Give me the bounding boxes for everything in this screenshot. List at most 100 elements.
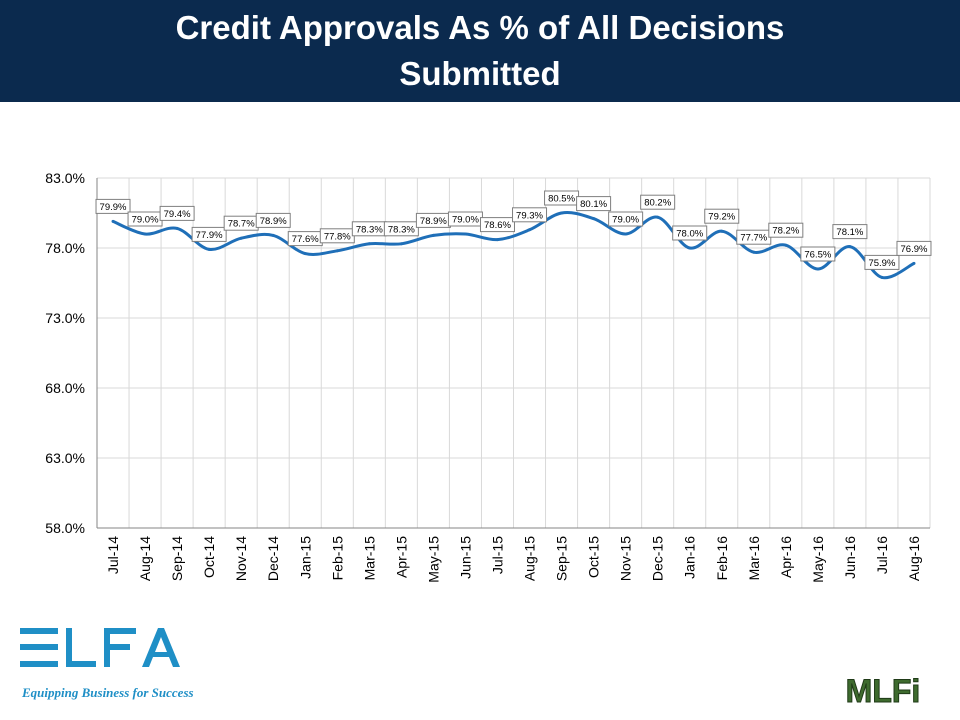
data-label: 76.5%: [804, 250, 831, 261]
x-tick-label: Feb-15: [329, 536, 345, 581]
data-label: 80.5%: [548, 194, 575, 205]
data-point: [848, 245, 852, 249]
data-point: [367, 242, 371, 246]
data-point: [431, 233, 435, 237]
data-label: 78.1%: [836, 227, 863, 238]
data-label: 77.9%: [196, 230, 223, 241]
elfa-tagline: Equipping Business for Success: [22, 685, 194, 700]
data-label: 77.8%: [324, 231, 351, 242]
data-point: [816, 267, 820, 271]
x-tick-label: Aug-14: [137, 536, 153, 581]
mlfi-logo-text: MLFi: [846, 673, 921, 709]
data-label: 78.9%: [420, 216, 447, 227]
data-label: 78.3%: [388, 224, 415, 235]
data-label-box: [191, 226, 227, 242]
data-point: [688, 246, 692, 250]
x-tick-label: Jul-14: [105, 536, 121, 574]
data-label: 79.4%: [164, 209, 191, 220]
data-label: 76.9%: [901, 244, 928, 255]
line-chart: 58.0% 63.0% 68.0% 73.0% 78.0% 83.0% Jul-14 Aug-…: [45, 170, 932, 583]
x-tick-label: Nov-14: [233, 536, 249, 581]
data-point: [239, 236, 243, 240]
data-point: [752, 250, 756, 254]
x-tick-label: Nov-15: [618, 536, 634, 581]
x-tick-label: Oct-15: [586, 536, 602, 578]
data-point: [303, 252, 307, 256]
data-point: [495, 238, 499, 242]
data-label: 79.9%: [100, 202, 127, 213]
data-label: 80.1%: [580, 199, 607, 210]
x-tick-label: Apr-15: [393, 536, 409, 578]
x-tick-label: Jul-16: [874, 536, 890, 574]
x-tick-label: Jun-15: [457, 536, 473, 579]
data-label-box: [512, 207, 548, 223]
data-point: [656, 215, 660, 219]
data-label-box: [832, 224, 868, 240]
data-label: 80.2%: [644, 198, 671, 209]
mlfi-logo: MLFi: [845, 673, 921, 710]
x-tick-label: Sep-14: [169, 536, 185, 581]
data-label-box: [640, 194, 676, 210]
data-label-box: [95, 198, 131, 214]
x-tick-label: Jan-15: [297, 536, 313, 579]
x-tick-label: Dec-15: [650, 536, 666, 581]
series-line: [112, 211, 915, 280]
title-banner: Credit Approvals As % of All Decisions S…: [0, 0, 960, 102]
data-point: [880, 275, 884, 279]
data-label-box: [608, 211, 644, 227]
data-point: [175, 226, 179, 230]
data-label-box: [768, 222, 804, 238]
data-point: [784, 243, 788, 247]
data-point: [592, 217, 596, 221]
data-point: [335, 249, 339, 253]
data-label: 79.0%: [612, 215, 639, 226]
x-tick-label: Aug-15: [522, 536, 538, 581]
x-tick-label: Apr-16: [778, 536, 794, 578]
data-label-box: [672, 225, 708, 241]
data-point: [463, 232, 467, 236]
x-tick-label: Aug-16: [906, 536, 922, 581]
data-point: [111, 219, 115, 223]
data-label-box: [864, 254, 900, 270]
x-tick-label: Feb-16: [714, 536, 730, 581]
data-label: 75.9%: [868, 258, 895, 269]
elfa-logo: [20, 628, 180, 667]
data-label: 79.0%: [452, 215, 479, 226]
data-label: 79.3%: [516, 210, 543, 221]
data-label: 79.0%: [132, 215, 159, 226]
x-tick-label: Jan-16: [682, 536, 698, 579]
data-label: 77.7%: [740, 233, 767, 244]
data-point: [143, 232, 147, 236]
data-label-box: [255, 212, 291, 228]
data-label-box: [576, 196, 612, 212]
x-tick-label: May-15: [425, 536, 441, 583]
data-label: 78.0%: [676, 229, 703, 240]
x-tick-label: Oct-14: [201, 536, 217, 578]
x-tick-label: Jul-15: [489, 536, 505, 574]
data-point: [624, 232, 628, 236]
x-tick-label: Dec-14: [265, 536, 281, 581]
x-tick-label: Sep-15: [554, 536, 570, 581]
data-point: [720, 229, 724, 233]
data-label: 78.6%: [484, 220, 511, 231]
y-tick-label: 78.0%: [45, 240, 85, 256]
data-label: 78.9%: [260, 216, 287, 227]
x-tick-label: Mar-16: [746, 536, 762, 581]
page-title: Credit Approvals As % of All Decisions S…: [175, 9, 785, 92]
x-tick-label: May-16: [810, 536, 826, 583]
data-label-box: [479, 217, 515, 233]
y-tick-label: 68.0%: [45, 380, 85, 396]
data-label-box: [800, 246, 836, 262]
y-tick-label: 83.0%: [45, 170, 85, 186]
y-tick-label: 73.0%: [45, 310, 85, 326]
y-tick-label: 58.0%: [45, 520, 85, 536]
data-point: [560, 211, 564, 215]
data-point: [528, 228, 532, 232]
x-tick-label: Mar-15: [361, 536, 377, 581]
data-label: 78.7%: [228, 219, 255, 230]
x-tick-label: Jun-16: [842, 536, 858, 579]
data-label-box: [704, 208, 740, 224]
data-point: [207, 247, 211, 251]
data-label: 77.6%: [292, 234, 319, 245]
data-label: 78.3%: [356, 224, 383, 235]
